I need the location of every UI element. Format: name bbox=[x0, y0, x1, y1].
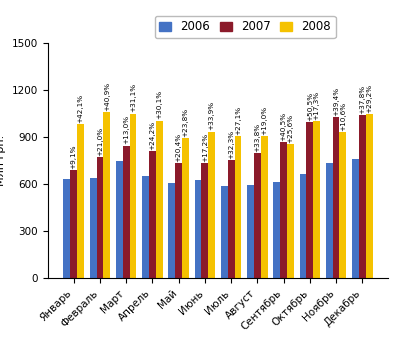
Bar bbox=[168, 183, 175, 278]
Bar bbox=[130, 114, 136, 278]
Bar bbox=[64, 179, 70, 278]
Text: +42,1%: +42,1% bbox=[78, 94, 84, 123]
Bar bbox=[340, 132, 346, 278]
Bar bbox=[326, 163, 333, 278]
Bar bbox=[202, 163, 208, 278]
Text: +37,8%: +37,8% bbox=[359, 85, 365, 114]
Text: +21,0%: +21,0% bbox=[97, 127, 103, 156]
Bar bbox=[287, 144, 294, 278]
Text: +39,4%: +39,4% bbox=[333, 87, 339, 116]
Bar bbox=[221, 186, 228, 278]
Bar bbox=[366, 114, 372, 278]
Legend: 2006, 2007, 2008: 2006, 2007, 2008 bbox=[154, 16, 336, 38]
Bar bbox=[149, 151, 156, 278]
Text: +27,1%: +27,1% bbox=[235, 106, 241, 135]
Text: +13,0%: +13,0% bbox=[123, 115, 129, 145]
Text: +9,1%: +9,1% bbox=[71, 144, 77, 169]
Text: +32,3%: +32,3% bbox=[228, 130, 234, 159]
Text: +50,5%: +50,5% bbox=[307, 91, 313, 121]
Y-axis label: Млн грн.: Млн грн. bbox=[0, 135, 6, 186]
Bar bbox=[103, 112, 110, 278]
Text: +17,2%: +17,2% bbox=[202, 133, 208, 162]
Bar bbox=[359, 115, 366, 278]
Text: +29,2%: +29,2% bbox=[366, 84, 372, 113]
Bar bbox=[182, 138, 189, 278]
Bar bbox=[156, 121, 163, 278]
Text: +17,3%: +17,3% bbox=[314, 91, 320, 120]
Bar bbox=[352, 159, 359, 278]
Bar bbox=[175, 163, 182, 278]
Bar bbox=[247, 185, 254, 278]
Text: +24,2%: +24,2% bbox=[150, 121, 156, 150]
Text: +20,4%: +20,4% bbox=[176, 133, 182, 162]
Text: +23,8%: +23,8% bbox=[182, 107, 188, 137]
Bar bbox=[273, 182, 280, 278]
Bar bbox=[313, 121, 320, 278]
Bar bbox=[96, 157, 103, 278]
Bar bbox=[195, 180, 202, 278]
Bar bbox=[142, 176, 149, 278]
Bar bbox=[208, 132, 215, 278]
Text: +10,6%: +10,6% bbox=[340, 102, 346, 131]
Bar bbox=[123, 146, 130, 278]
Bar bbox=[300, 175, 306, 278]
Bar bbox=[70, 170, 77, 278]
Bar bbox=[234, 136, 241, 278]
Text: +40,9%: +40,9% bbox=[104, 82, 110, 111]
Bar bbox=[306, 122, 313, 278]
Bar bbox=[261, 136, 268, 278]
Bar bbox=[77, 124, 84, 278]
Text: +19,0%: +19,0% bbox=[261, 106, 267, 135]
Text: +30,1%: +30,1% bbox=[156, 90, 162, 119]
Bar bbox=[280, 142, 287, 278]
Bar bbox=[116, 161, 123, 278]
Text: +31,1%: +31,1% bbox=[130, 83, 136, 112]
Text: +25,6%: +25,6% bbox=[288, 114, 294, 143]
Text: +40,5%: +40,5% bbox=[280, 112, 286, 141]
Bar bbox=[254, 153, 261, 278]
Bar bbox=[90, 178, 96, 278]
Bar bbox=[228, 160, 234, 278]
Text: +33,9%: +33,9% bbox=[209, 101, 215, 130]
Bar bbox=[333, 117, 340, 278]
Text: +33,8%: +33,8% bbox=[254, 123, 260, 152]
